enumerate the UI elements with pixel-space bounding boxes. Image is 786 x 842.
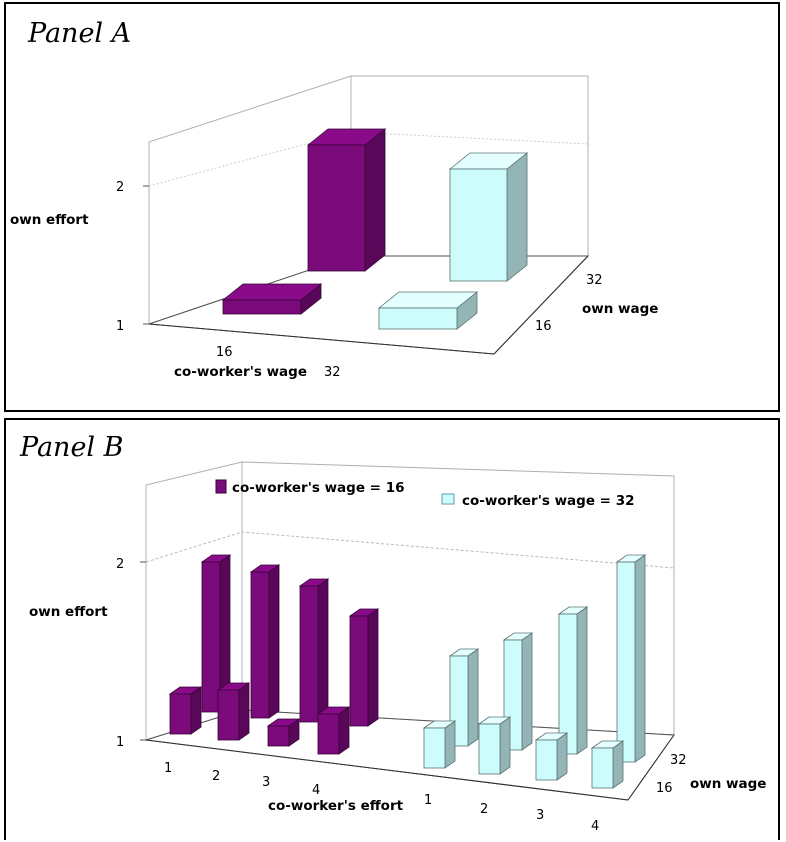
panel-a-chart: 2 1 own effort 16 32 co-worker's wage 32 16 own … [10, 75, 658, 380]
bar-cw16-ow16-effort-1 [168, 686, 203, 735]
x-axis-line [145, 739, 629, 801]
depth-axis-line [493, 255, 589, 355]
legend-label-cw16: co-worker's wage = 16 [232, 480, 404, 496]
bar-cw32-ow16-effort-3 [534, 732, 569, 781]
bar-cw16-ow16-effort-4 [316, 706, 351, 755]
depth-axis-line [627, 734, 675, 801]
x-tick-label-16: 16 [216, 345, 233, 360]
bar-cw16-ow32-effort-4 [348, 608, 380, 727]
panel-a: Panel A 2 1 own effort 16 32 co-worker's wage… [4, 2, 780, 412]
depth-tick-label-32: 32 [670, 753, 687, 768]
depth-tick-label-16: 16 [535, 319, 552, 334]
x-tick-label-cw32-1: 1 [424, 793, 432, 808]
x-tick-label-32: 32 [324, 365, 341, 380]
x-tick-label-cw32-3: 3 [536, 808, 544, 823]
x-tick-label-cw32-2: 2 [480, 802, 488, 817]
x-tick-label-cw16-4: 4 [312, 783, 320, 798]
y-tick-label-2: 2 [116, 557, 124, 572]
y-tick-label-1: 1 [116, 735, 124, 750]
y-tick-label-2: 2 [116, 180, 124, 195]
x-tick-label-cw16-2: 2 [212, 769, 220, 784]
depth-axis-label: own wage [582, 301, 658, 317]
legend-label-cw32: co-worker's wage = 32 [462, 493, 634, 509]
x-axis-label: co-worker's wage [174, 364, 307, 380]
gridline-2 [145, 531, 675, 569]
bar-cw32-ow32 [448, 152, 529, 282]
floor [148, 255, 590, 355]
panel-b: Panel B 2 1 own effort co-worker's wage = 1… [4, 418, 780, 840]
x-tick-label-cw16-3: 3 [262, 775, 270, 790]
bar-cw32-ow16 [377, 291, 479, 330]
bar-cw16-ow16-effort-3 [266, 718, 301, 747]
bar-cw16-ow16-effort-2 [216, 682, 251, 741]
bar-cw32-ow32-effort-4 [615, 554, 647, 763]
y-axis-label: own effort [10, 212, 89, 228]
x-tick-label-cw32-4: 4 [591, 819, 599, 834]
bar-cw16-ow32-effort-3 [298, 578, 330, 723]
panel-b-chart: 2 1 own effort co-worker's wage = 16 co-work… [29, 461, 766, 834]
legend-swatch-cw16 [215, 479, 227, 494]
x-axis-label: co-worker's effort [268, 798, 404, 814]
bar-cw16-ow32 [306, 128, 387, 272]
bar-cw32-ow32-effort-3 [557, 606, 589, 755]
bar-cw32-ow16-effort-4 [590, 740, 625, 789]
bar-cw16-ow16 [221, 283, 323, 315]
legend-swatch-cw32 [441, 493, 455, 505]
panel-a-title: Panel A [28, 18, 132, 49]
y-axis-label: own effort [29, 604, 108, 620]
depth-axis-label: own wage [690, 776, 766, 792]
depth-tick-label-16: 16 [656, 781, 673, 796]
bar-cw16-ow32-effort-2 [249, 564, 281, 719]
panel-b-title: Panel B [20, 432, 124, 463]
bar-cw32-ow16-effort-2 [477, 716, 512, 775]
x-axis-line [148, 323, 495, 355]
depth-tick-label-32: 32 [586, 273, 603, 288]
y-tick-label-1: 1 [116, 319, 124, 334]
x-tick-label-cw16-1: 1 [164, 761, 172, 776]
bar-cw32-ow16-effort-1 [422, 720, 457, 769]
